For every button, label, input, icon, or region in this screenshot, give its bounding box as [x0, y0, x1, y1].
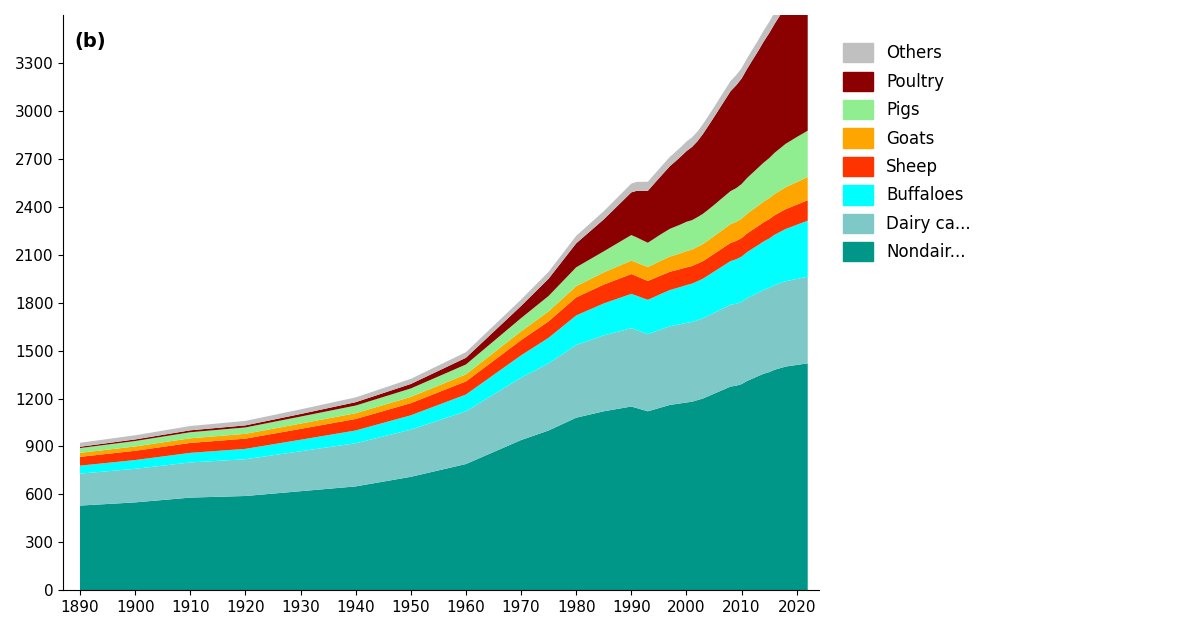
Legend: Others, Poultry, Pigs, Goats, Sheep, Buffaloes, Dairy ca..., Nondair...: Others, Poultry, Pigs, Goats, Sheep, Buf…: [835, 35, 979, 270]
Text: (b): (b): [74, 32, 107, 51]
